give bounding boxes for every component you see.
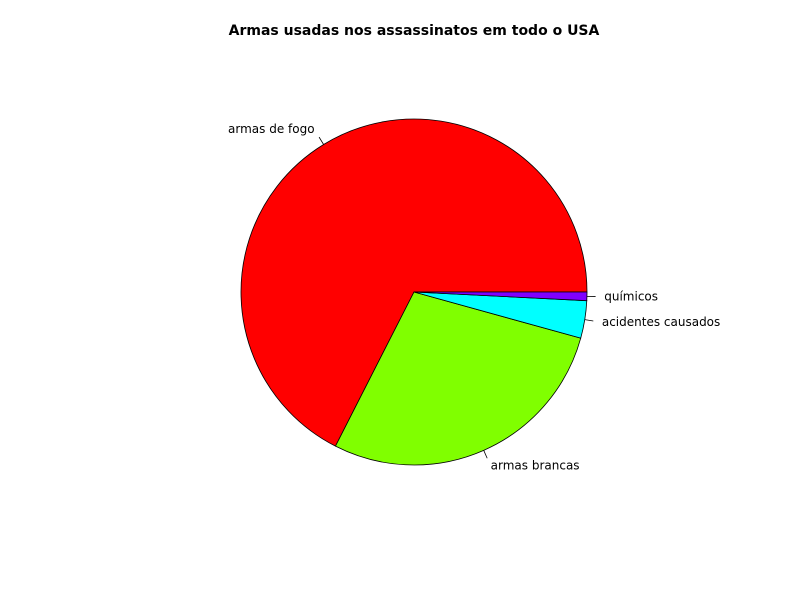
pie-slice-3 xyxy=(413,291,588,302)
pie-label-0: armas de fogo xyxy=(228,122,315,136)
pie-leader-0 xyxy=(318,136,324,145)
pie-leader-2 xyxy=(584,319,594,322)
pie-slices xyxy=(240,118,588,466)
pie-slice-1 xyxy=(334,291,582,466)
pie-labels: armas de fogo armas brancas acidentes caus… xyxy=(228,122,720,472)
pie-leader-1 xyxy=(483,450,488,459)
pie-label-1: armas brancas xyxy=(491,459,580,473)
pie-label-2: acidentes causados xyxy=(602,315,720,329)
pie-slice-0 xyxy=(240,118,588,447)
chart-title: Armas usadas nos assassinatos em todo o … xyxy=(229,23,600,39)
pie-label-3: químicos xyxy=(604,289,658,303)
